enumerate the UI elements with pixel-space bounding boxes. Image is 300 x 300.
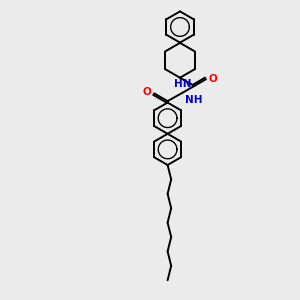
Text: NH: NH <box>185 95 202 105</box>
Text: O: O <box>208 74 217 84</box>
Text: O: O <box>143 87 152 97</box>
Text: HN: HN <box>174 80 192 89</box>
